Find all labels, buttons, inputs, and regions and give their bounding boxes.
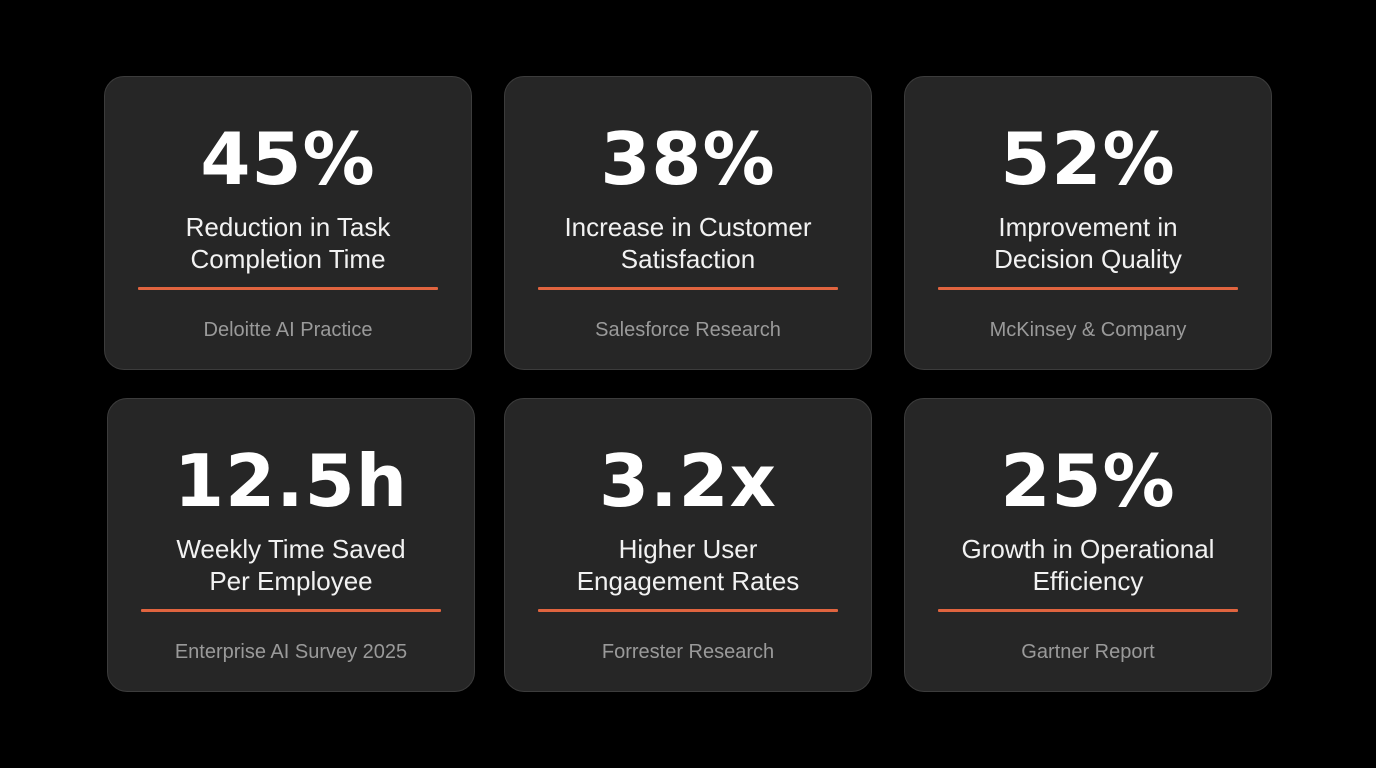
stat-label-line: Improvement in	[998, 212, 1178, 242]
stat-value: 52%	[1000, 117, 1176, 201]
stat-label-line: Engagement Rates	[576, 566, 800, 596]
stat-source: Gartner Report	[1021, 641, 1155, 663]
stat-card: 52% Improvement in Decision Quality McKi…	[904, 76, 1272, 370]
stat-source: McKinsey & Company	[989, 319, 1187, 341]
accent-divider	[938, 287, 1238, 290]
accent-divider	[938, 609, 1238, 612]
stat-source: Salesforce Research	[595, 319, 781, 341]
stat-label-line: Increase in Customer	[564, 212, 812, 242]
stat-value: 3.2x	[599, 439, 777, 523]
stat-label-line: Reduction in Task	[185, 212, 391, 242]
accent-divider	[141, 609, 441, 612]
stat-value: 45%	[200, 117, 376, 201]
stat-card: 38% Increase in Customer Satisfaction Sa…	[504, 76, 872, 370]
stat-source: Enterprise AI Survey 2025	[174, 641, 408, 663]
stat-label-line: Higher User	[618, 534, 758, 564]
stat-card: 3.2x Higher User Engagement Rates Forres…	[504, 398, 872, 692]
stat-label: Higher User Engagement Rates	[525, 533, 851, 597]
stat-label-line: Growth in Operational	[961, 534, 1215, 564]
stat-label: Growth in Operational Efficiency	[925, 533, 1251, 597]
stat-card: 12.5h Weekly Time Saved Per Employee Ent…	[107, 398, 475, 692]
stat-value: 25%	[1000, 439, 1176, 523]
accent-divider	[138, 287, 438, 290]
stat-source: Deloitte AI Practice	[203, 319, 373, 341]
stat-source: Forrester Research	[601, 641, 775, 663]
stat-label: Improvement in Decision Quality	[925, 211, 1251, 275]
stat-card: 45% Reduction in Task Completion Time De…	[104, 76, 472, 370]
accent-divider	[538, 609, 838, 612]
stat-label-line: Completion Time	[190, 244, 386, 274]
stat-label-line: Efficiency	[1032, 566, 1144, 596]
accent-divider	[538, 287, 838, 290]
stat-label-line: Weekly Time Saved	[176, 534, 406, 564]
stat-label: Increase in Customer Satisfaction	[525, 211, 851, 275]
stat-label: Reduction in Task Completion Time	[125, 211, 451, 275]
stat-value: 38%	[600, 117, 776, 201]
stat-value: 12.5h	[174, 439, 408, 523]
stat-label-line: Satisfaction	[620, 244, 756, 274]
stat-card: 25% Growth in Operational Efficiency Gar…	[904, 398, 1272, 692]
stat-label: Weekly Time Saved Per Employee	[128, 533, 454, 597]
stat-label-line: Per Employee	[209, 566, 373, 596]
stat-label-line: Decision Quality	[994, 244, 1182, 274]
